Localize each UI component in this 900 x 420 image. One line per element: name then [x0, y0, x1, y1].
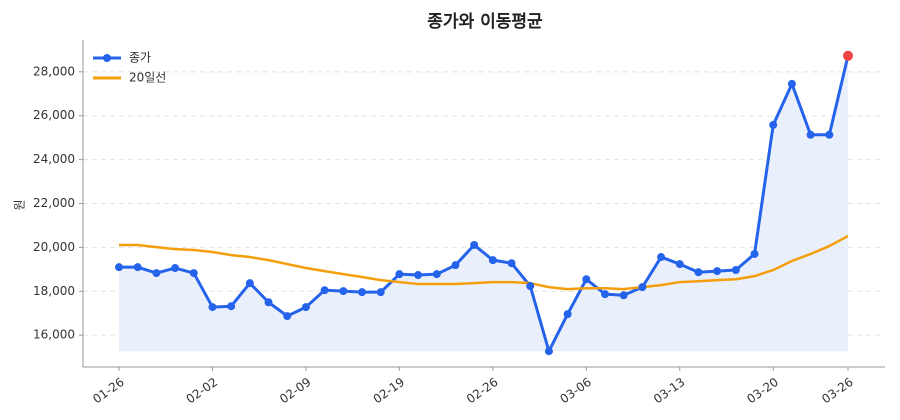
- line: [119, 55, 850, 353]
- point: [563, 310, 572, 319]
- point: [582, 275, 591, 284]
- point: [208, 303, 217, 312]
- y-axis-label: 원: [13, 199, 27, 210]
- point: [376, 288, 385, 297]
- point: [731, 265, 740, 274]
- x-tick-label: 02-26: [464, 375, 501, 406]
- point: [301, 303, 310, 312]
- x-tick-label: 03-26: [819, 375, 856, 406]
- point: [395, 270, 404, 279]
- point: [432, 270, 441, 279]
- legend-label: 20일선: [129, 71, 166, 85]
- point: [675, 260, 684, 269]
- y-tick-label: 28,000: [33, 64, 75, 78]
- point: [283, 312, 292, 321]
- y-tick-label: 16,000: [33, 328, 75, 342]
- point: [133, 263, 142, 272]
- point: [544, 347, 553, 356]
- point: [601, 290, 609, 299]
- point: [713, 267, 722, 276]
- point: [769, 120, 778, 129]
- point: [806, 130, 815, 139]
- line: [119, 234, 849, 291]
- x-tick-label: 01-26: [90, 375, 127, 406]
- point: [451, 261, 460, 270]
- point: [264, 298, 273, 307]
- area: [119, 55, 848, 352]
- point: [245, 279, 254, 288]
- legend: 종가 20일선: [93, 51, 166, 85]
- point: [694, 268, 703, 277]
- point: [488, 256, 497, 265]
- x-tick-label: 02-09: [277, 375, 314, 406]
- y-tick-label: 18,000: [33, 284, 75, 298]
- point: [657, 253, 666, 262]
- point: [171, 264, 180, 273]
- point: [320, 286, 329, 295]
- legend-label: 종가: [129, 51, 151, 65]
- point: [750, 249, 759, 258]
- point: [619, 291, 628, 300]
- point: [470, 240, 479, 249]
- x-tick-label: 02-02: [184, 375, 221, 406]
- point: [825, 130, 834, 139]
- point: [189, 269, 198, 278]
- x-tick-label: 03-06: [557, 375, 594, 406]
- legend-marker: [103, 54, 111, 62]
- point: [507, 259, 516, 268]
- point: [638, 283, 647, 292]
- point: [787, 79, 796, 88]
- point: [152, 269, 161, 278]
- last-point: [843, 50, 853, 61]
- point: [414, 271, 423, 280]
- point: [526, 282, 535, 291]
- y-tick-label: 26,000: [33, 108, 75, 122]
- x-tick-label: 03-13: [651, 375, 688, 406]
- point: [115, 263, 123, 272]
- x-tick-label: 03-20: [744, 375, 781, 406]
- point: [358, 288, 366, 297]
- x-tick-label: 02-19: [371, 375, 408, 406]
- point: [227, 302, 236, 311]
- y-tick-label: 24,000: [33, 152, 75, 166]
- y-tick-label: 22,000: [33, 196, 75, 210]
- chart-title: 종가와 이동평균: [427, 12, 543, 32]
- point: [339, 287, 348, 296]
- y-tick-label: 20,000: [33, 240, 75, 254]
